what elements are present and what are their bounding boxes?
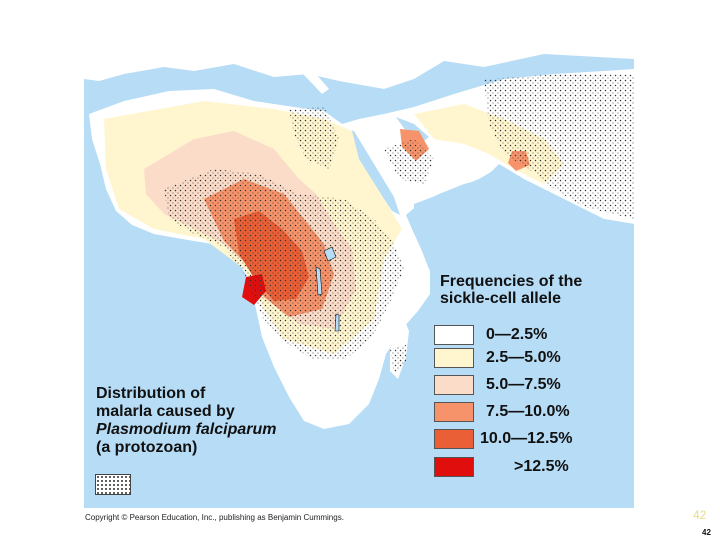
legend-swatch xyxy=(434,325,474,345)
lake-victoria xyxy=(323,246,337,262)
legend-label: 5.0—7.5% xyxy=(486,376,561,393)
distribution-line1: Distribution of xyxy=(96,385,206,402)
bay-of-bengal xyxy=(524,184,634,269)
malaria-zone-nile xyxy=(289,107,339,169)
distribution-line2: malarla caused by xyxy=(96,403,235,420)
legend-title: Frequencies of the sickle-cell allele xyxy=(440,273,630,307)
legend-swatch xyxy=(434,348,474,368)
malaria-legend-swatch xyxy=(95,474,131,495)
lake-malawi xyxy=(334,313,340,332)
italy-landmass xyxy=(276,39,329,94)
europe-landmass xyxy=(84,19,634,89)
legend-label: 0—2.5% xyxy=(486,326,548,343)
legend-label: 7.5—10.0% xyxy=(486,403,570,420)
distribution-title: Distribution of malarla caused by Plasmo… xyxy=(96,385,316,457)
distribution-line4: (a protozoan) xyxy=(96,439,198,456)
malaria-zone-madagascar xyxy=(390,345,406,375)
legend-title-line1: Frequencies of the xyxy=(440,273,583,290)
page-number: 42 xyxy=(702,528,711,537)
legend-swatch xyxy=(434,375,474,395)
legend-swatch xyxy=(434,402,474,422)
legend-swatch xyxy=(434,429,474,449)
arabian-sea xyxy=(414,169,504,269)
sickle-cell-malaria-map: Frequencies of the sickle-cell allele 0—… xyxy=(84,19,634,508)
malaria-zone-arabia xyxy=(384,139,434,184)
legend-title-line2: sickle-cell allele xyxy=(440,290,561,307)
malaria-zone-asia xyxy=(484,74,634,219)
lake-tanganyika xyxy=(315,266,323,296)
legend-label: 10.0—12.5% xyxy=(480,430,573,447)
page-number-faint: 42 xyxy=(693,508,707,522)
legend-label: >12.5% xyxy=(514,458,569,475)
legend-label: 2.5—5.0% xyxy=(486,349,561,366)
copyright-notice: Copyright © Pearson Education, Inc., pub… xyxy=(85,513,344,522)
map-canvas xyxy=(84,19,634,429)
distribution-line3: Plasmodium falciparum xyxy=(96,421,277,438)
legend-swatch xyxy=(434,457,474,477)
malaria-zone-africa xyxy=(164,169,404,359)
